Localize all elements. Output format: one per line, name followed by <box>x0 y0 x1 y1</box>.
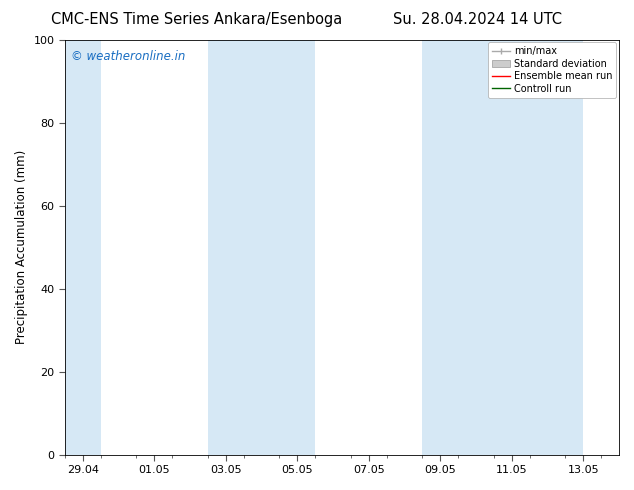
Y-axis label: Precipitation Accumulation (mm): Precipitation Accumulation (mm) <box>15 150 28 344</box>
Bar <box>422 40 583 455</box>
Text: © weatheronline.in: © weatheronline.in <box>70 50 185 63</box>
Bar <box>208 40 315 455</box>
Text: Su. 28.04.2024 14 UTC: Su. 28.04.2024 14 UTC <box>393 12 562 27</box>
Legend: min/max, Standard deviation, Ensemble mean run, Controll run: min/max, Standard deviation, Ensemble me… <box>488 43 616 98</box>
Bar <box>65 40 101 455</box>
Text: CMC-ENS Time Series Ankara/Esenboga: CMC-ENS Time Series Ankara/Esenboga <box>51 12 342 27</box>
